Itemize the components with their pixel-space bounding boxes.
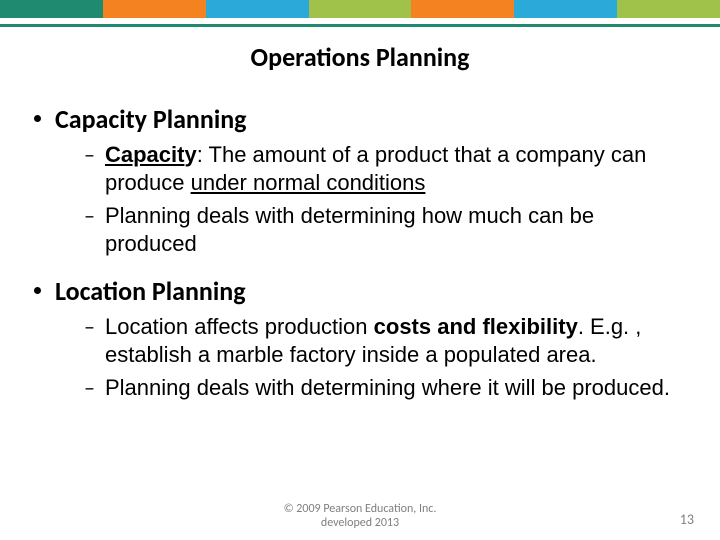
term-capacity: Capacity bbox=[105, 142, 197, 167]
subitem-text: Capacity: The amount of a product that a… bbox=[105, 141, 686, 196]
bar-seg bbox=[514, 0, 617, 18]
subitem-location-costs: – Location affects production costs and … bbox=[84, 313, 686, 368]
decorative-rule bbox=[0, 24, 720, 27]
subitem-text: Location affects production costs and fl… bbox=[105, 313, 686, 368]
subitem-location-plan: – Planning deals with determining where … bbox=[84, 374, 686, 402]
bar-seg bbox=[206, 0, 309, 18]
bullet-dot-icon bbox=[34, 287, 41, 294]
bullet-dot-icon bbox=[34, 115, 41, 122]
bullet-l1-text: Capacity Planning bbox=[55, 103, 246, 135]
decorative-top-bar bbox=[0, 0, 720, 18]
dash-icon: – bbox=[84, 202, 95, 230]
dash-icon: – bbox=[84, 313, 95, 341]
footer-line2: developed 2013 bbox=[0, 516, 720, 530]
bar-seg bbox=[103, 0, 206, 18]
bullet-l1-text: Location Planning bbox=[55, 275, 246, 307]
bar-seg bbox=[411, 0, 514, 18]
bar-seg bbox=[0, 0, 103, 18]
dash-icon: – bbox=[84, 141, 95, 169]
footer-line1: © 2009 Pearson Education, Inc. bbox=[284, 502, 437, 516]
slide-body: Capacity Planning – Capacity: The amount… bbox=[0, 73, 720, 402]
slide-title: Operations Planning bbox=[0, 41, 720, 73]
bullet-location-planning: Location Planning bbox=[34, 275, 686, 307]
bar-seg bbox=[617, 0, 720, 18]
subitem-text: Planning deals with determining how much… bbox=[105, 202, 686, 257]
underline-phrase: under normal conditions bbox=[191, 170, 426, 195]
bar-seg bbox=[309, 0, 412, 18]
subitem-text: Planning deals with determining where it… bbox=[105, 374, 670, 402]
page-number: 13 bbox=[680, 511, 694, 528]
dash-icon: – bbox=[84, 374, 95, 402]
subitem-capacity-plan: – Planning deals with determining how mu… bbox=[84, 202, 686, 257]
subitem-capacity-def: – Capacity: The amount of a product that… bbox=[84, 141, 686, 196]
bold-phrase: costs and flexibility bbox=[374, 314, 578, 339]
bullet-capacity-planning: Capacity Planning bbox=[34, 103, 686, 135]
footer-copyright: © 2009 Pearson Education, Inc. developed… bbox=[0, 502, 720, 530]
